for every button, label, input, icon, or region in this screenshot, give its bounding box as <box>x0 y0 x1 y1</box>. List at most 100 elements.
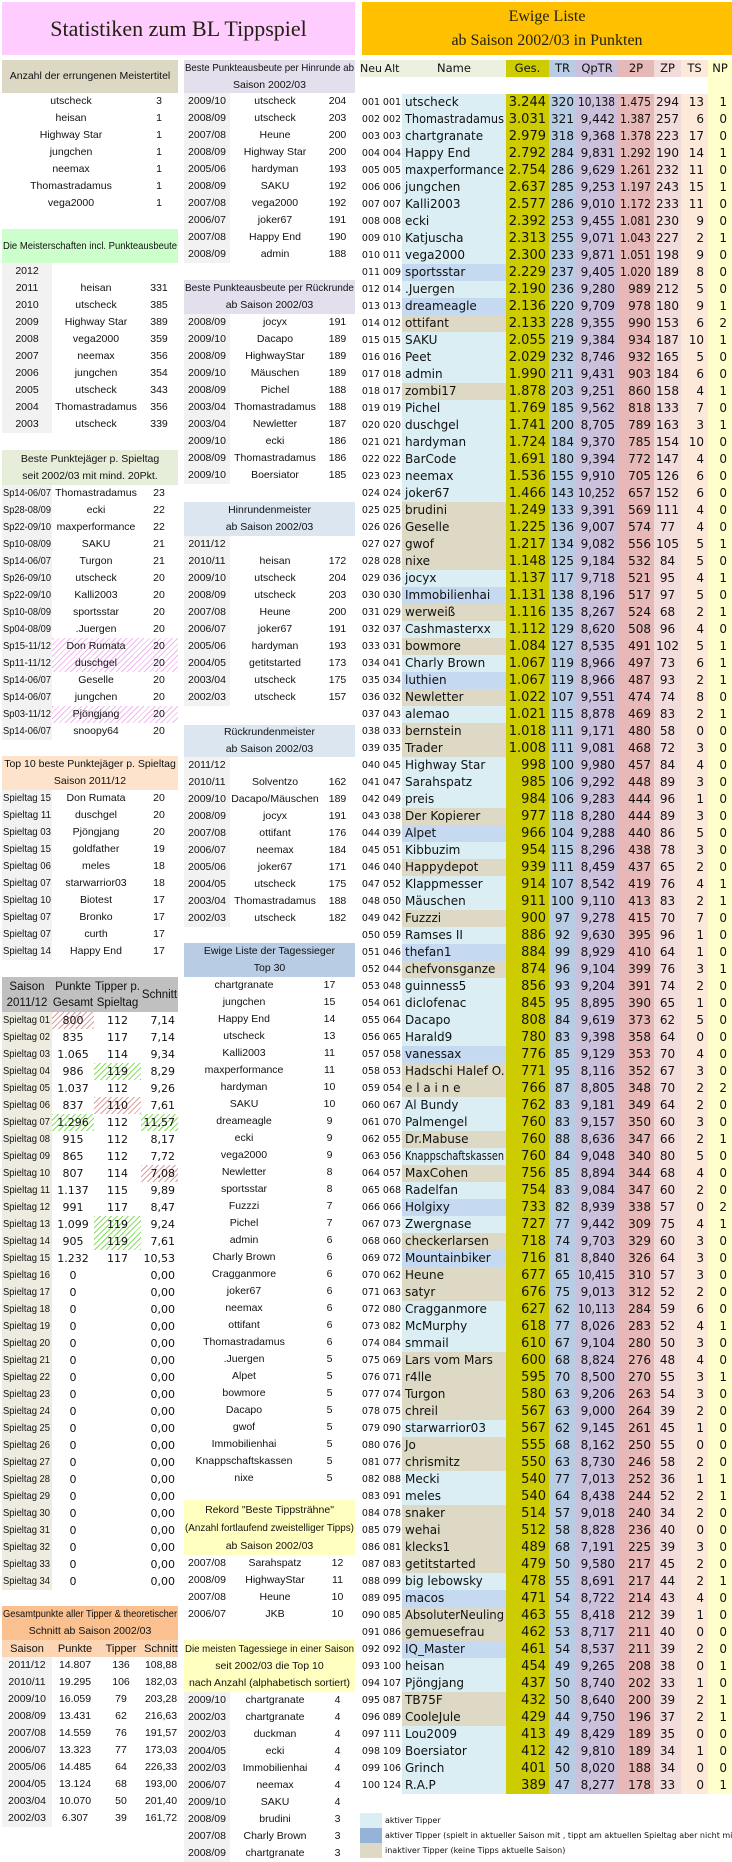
cell-p2: 284 <box>618 1301 654 1318</box>
saison-cell: 1.037 <box>57 1082 89 1095</box>
cell-np: 0 <box>708 502 732 519</box>
section-rekord: Rekord "Beste Tippsträhne" (Anzahl fortla… <box>184 1500 355 1623</box>
saison-cell: Spieltag 33 <box>2 1556 52 1573</box>
meiste-row: 2008/09 chartgranate 3 <box>184 1845 355 1862</box>
section-rueckrundenmeister: Rückrundenmeister ab Saison 2002/03 2011/1… <box>184 725 355 927</box>
cell-p2: 444 <box>618 791 654 808</box>
cell-p2: 1.020 <box>618 264 654 281</box>
cell-ges: 2.792 <box>506 145 549 162</box>
meisterschaften-cell: 343 <box>150 384 168 396</box>
meistertitel-header-line: Anzahl der errungenen Meistertitel <box>9 70 171 82</box>
cell-zp: 147 <box>654 451 681 468</box>
punktejaeger-cell: snoopy64 <box>73 725 119 737</box>
cell-ts: 1 <box>681 927 708 944</box>
cell-name: Dr.Mabuse <box>402 1131 506 1148</box>
ranking-row: 048 050 Mäuschen 911 100 9,110 413 83 2 1 <box>360 893 732 910</box>
cell-ts: 4 <box>681 1165 708 1182</box>
cell-name: Zwergnase <box>402 1216 506 1233</box>
cell-ges: 567 <box>506 1403 549 1420</box>
cell-alt: 095 <box>382 1593 402 1604</box>
cell-qptr: 8,691 <box>576 1573 618 1590</box>
cell-zp: 43 <box>654 1590 681 1607</box>
meisterschaften-cell: jungchen <box>74 367 118 379</box>
cell-p2: 569 <box>618 502 654 519</box>
cell-ges: 567 <box>506 1420 549 1437</box>
cell-ts: 2 <box>681 1131 708 1148</box>
hinrundenmeister-header-line: Hinrundenmeister <box>228 504 311 516</box>
ranking-row: 001 001 utscheck 3.244 320 10,138 1.475 294 13 1 <box>360 94 732 111</box>
cell-name: Hadschi Halef O. <box>402 1063 506 1080</box>
gesamt-cell: 136 <box>112 1659 130 1671</box>
section-tagessieger: Ewige Liste der Tagessieger Top 30 chartgr… <box>184 943 355 1487</box>
rekord-cell: 2007/08 <box>188 1557 226 1569</box>
rueckrundenmeister-cell: 2010/11 <box>184 774 230 791</box>
punktejaeger-cell: Sp22-09/10 <box>2 587 52 604</box>
cell-ts: 11 <box>681 196 708 213</box>
cell-name: Jo <box>402 1437 506 1454</box>
ewige-liste-table: Neu Alt Name Ges. TR QpTR 2P ZP TS NP 001 001 utsche… <box>360 60 732 1794</box>
cell-np: 0 <box>708 128 732 145</box>
meistertitel-row: neemax 1 <box>2 161 178 178</box>
tagessieger-cell: Kalli2003 <box>222 1047 266 1059</box>
ranking-row: 084 078 snaker 514 57 9,018 240 34 2 0 <box>360 1505 732 1522</box>
meistertitel-row: utscheck 3 <box>2 93 178 110</box>
meisterschaften-row: 2010 utscheck 385 <box>2 297 178 314</box>
gesamt-cell: 161,72 <box>144 1812 178 1824</box>
cell-np: 0 <box>708 723 732 740</box>
cell-name: Cragganmore <box>402 1301 506 1318</box>
cell-ts: 1 <box>681 1743 708 1760</box>
meiste-row: 2002/03 chartgranate 4 <box>184 1709 355 1726</box>
cell-ts: 13 <box>681 94 708 111</box>
saison-cell: 115 <box>107 1184 128 1197</box>
top10-row: Spieltag 03 Pjöngjang 20 <box>2 824 178 841</box>
top10-cell: 20 <box>153 792 165 804</box>
cell-name: preis <box>402 791 506 808</box>
cell-alt: 020 <box>382 420 402 431</box>
cell-neu: 093 <box>361 1661 381 1672</box>
cell-tr: 203 <box>549 383 576 400</box>
cell-ges: 760 <box>506 1131 549 1148</box>
hinrunde-cell: 192 <box>328 197 347 209</box>
ranking-row: 062 055 Dr.Mabuse 760 88 8,636 347 66 2 1 <box>360 1131 732 1148</box>
cell-p2: 189 <box>618 1726 654 1743</box>
legend: aktiver Tipper aktiver Tipper (spielt in … <box>360 1813 732 1858</box>
hinrundenmeister-cell: 2009/10 <box>184 570 230 587</box>
cell-ts: 4 <box>681 1590 708 1607</box>
cell-ges: 2.754 <box>506 162 549 179</box>
cell-zp: 153 <box>654 315 681 332</box>
tagessieger-row: hardyman 10 <box>184 1079 355 1096</box>
cell-neu: 002 <box>361 114 381 125</box>
cell-tr: 81 <box>549 1250 576 1267</box>
cell-tr: 184 <box>549 434 576 451</box>
cell-p2: 457 <box>618 757 654 774</box>
saison-cell: Spieltag 08 <box>2 1131 52 1148</box>
cell-alt: 061 <box>382 998 402 1009</box>
ranking-row: 035 034 luthien 1.067 119 8,966 487 93 2 1 <box>360 672 732 689</box>
ranking-row: 037 043 alemao 1.021 115 8,878 469 83 2 1 <box>360 706 732 723</box>
meisterschaften-row: 2007 neemax 356 <box>2 348 178 365</box>
cell-zp: 55 <box>654 1437 681 1454</box>
cell-qptr: 9,391 <box>576 502 618 519</box>
cell-tr: 228 <box>549 315 576 332</box>
cell-p2: 236 <box>618 1522 654 1539</box>
cell-zp: 66 <box>654 1131 681 1148</box>
cell-p2: 415 <box>618 910 654 927</box>
cell-ges: 462 <box>506 1624 549 1641</box>
cell-tr: 63 <box>549 1386 576 1403</box>
cell-tr: 119 <box>549 672 576 689</box>
cell-np: 1 <box>708 1369 732 1386</box>
punktejaeger-row: Sp22-09/10 Kalli2003 20 <box>2 587 178 604</box>
cell-p2: 261 <box>618 1420 654 1437</box>
cell-alt: 066 <box>382 1202 402 1213</box>
cell-zp: 39 <box>654 1539 681 1556</box>
cell-alt: 045 <box>382 760 402 771</box>
rekord-cell: 2006/07 <box>188 1608 226 1620</box>
saison-cell: 9,34 <box>150 1048 176 1061</box>
cell-neu: 079 <box>361 1423 381 1434</box>
hinrunde-row: 2008/09 Highway Star 200 <box>184 144 355 161</box>
cell-ges: 1.249 <box>506 502 549 519</box>
hinrundenmeister-row: 2005/06 hardyman 193 <box>184 638 355 655</box>
rekord-cell: JKB <box>265 1608 285 1620</box>
meisterschaften-cell: 356 <box>150 401 168 413</box>
saison-cell: 0,00 <box>150 1524 176 1537</box>
